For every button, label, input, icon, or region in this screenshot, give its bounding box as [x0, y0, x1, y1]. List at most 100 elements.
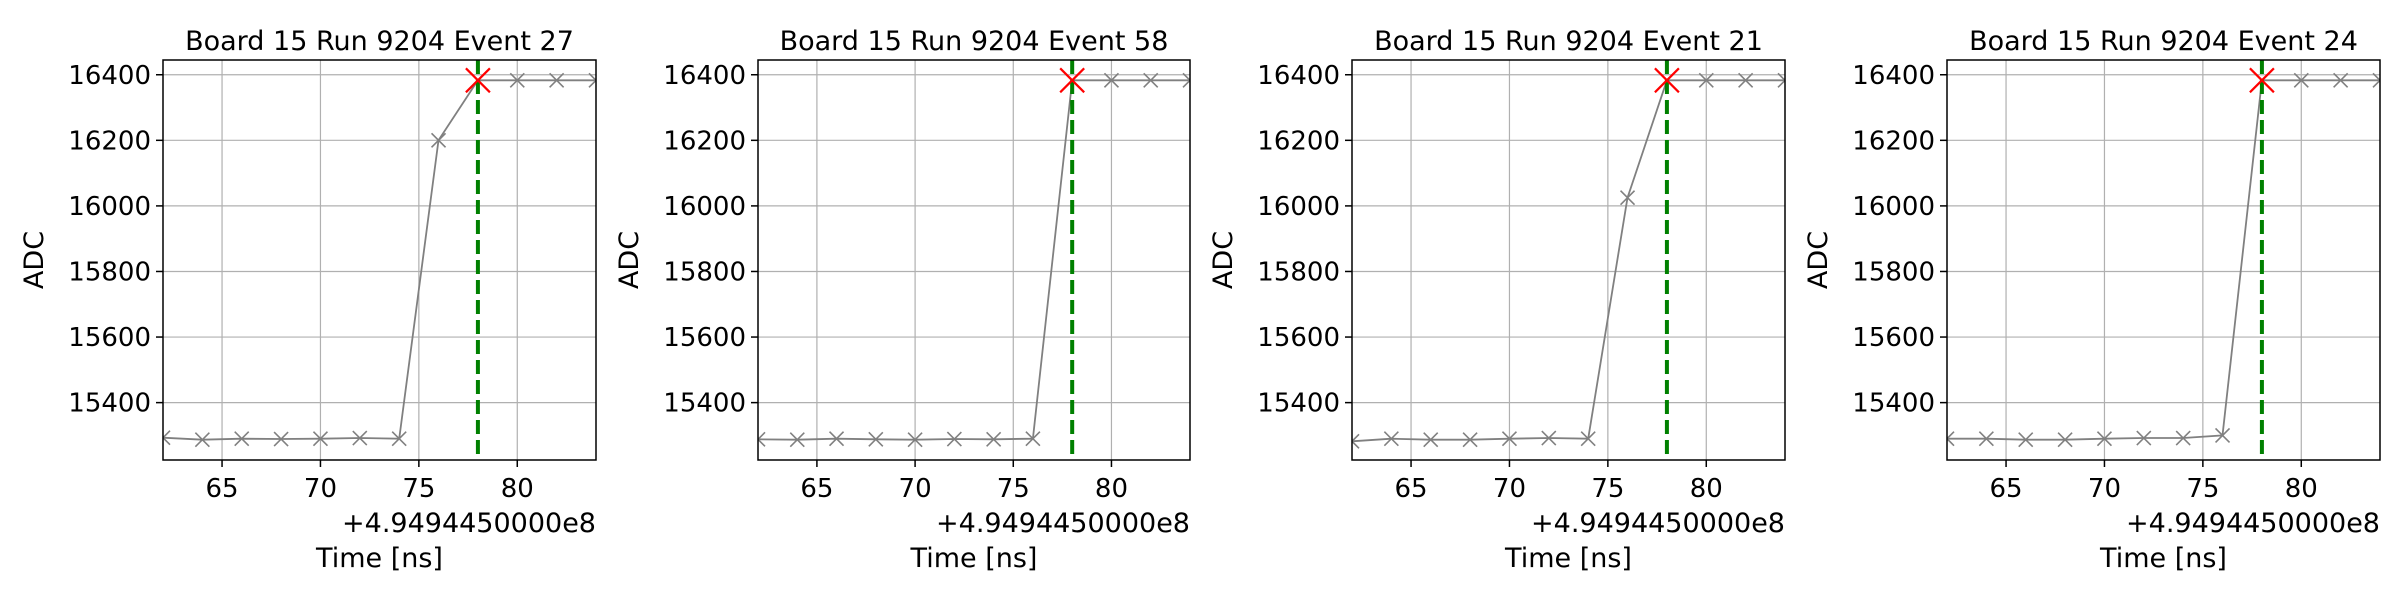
- y-tick-label: 16200: [68, 126, 151, 156]
- data-point-marker: [588, 72, 596, 88]
- x-tick-label: 65: [800, 474, 833, 504]
- data-point-marker: [907, 432, 923, 448]
- x-tick-label: 65: [1394, 474, 1427, 504]
- peak-marker: [1059, 67, 1085, 94]
- subplot-title: Board 15 Run 9204 Event 21: [1374, 26, 1763, 57]
- x-tick-label: 80: [1690, 474, 1723, 504]
- data-point-marker: [1423, 432, 1439, 448]
- axes-frame: [757, 59, 1191, 461]
- y-tick-label: 16400: [68, 61, 151, 91]
- x-tick-label: 75: [997, 474, 1030, 504]
- x-tick-label: 65: [205, 474, 238, 504]
- axes-frame: [162, 59, 597, 461]
- data-point-marker: [1103, 72, 1120, 88]
- y-tick-label: 15400: [1257, 389, 1340, 419]
- y-tick-label: 16000: [68, 192, 151, 222]
- x-tick-label: 75: [402, 474, 435, 504]
- data-point-marker: [549, 72, 565, 88]
- subplot-2: 65 70 75 80 15400 15600 15800 16000 16200 16400 Bo…: [614, 26, 1191, 574]
- plot-area: [758, 60, 1190, 460]
- data-point-marker: [2293, 72, 2309, 88]
- data-point-marker: [2214, 427, 2231, 443]
- series-line: [163, 79, 596, 441]
- peak-marker: [465, 67, 491, 94]
- x-axis-label: Time [ns]: [910, 543, 1038, 574]
- y-tick-label: 16400: [1852, 61, 1935, 91]
- x-offset-label: +4.9494450000e8: [1531, 508, 1785, 539]
- plot-area: [1352, 60, 1785, 460]
- y-tick-label: 16000: [1852, 192, 1935, 222]
- x-tick-label: 80: [2285, 474, 2318, 504]
- x-tick-label: 70: [2088, 474, 2121, 504]
- data-point-marker: [163, 430, 171, 446]
- data-point-marker: [868, 431, 884, 447]
- y-tick-label: 15400: [663, 389, 746, 419]
- plot-area: [163, 60, 596, 460]
- y-tick-label: 16200: [1257, 126, 1340, 156]
- y-axis-label: ADC: [1803, 231, 1834, 289]
- subplot-1: 65 70 75 80 15400 15600 15800 16000 16200 16400 Bo…: [19, 26, 597, 574]
- subplot-3: 65 70 75 80 15400 15600 15800 16000 16200 16400 Bo…: [1208, 26, 1786, 574]
- peak-marker: [1654, 67, 1680, 94]
- data-point-marker: [1698, 72, 1714, 88]
- data-point-marker: [430, 132, 447, 148]
- y-tick-label: 15400: [1852, 389, 1935, 419]
- y-tick-label: 15600: [1257, 323, 1340, 353]
- series-line: [1947, 79, 2380, 441]
- x-offset-label: +4.9494450000e8: [936, 508, 1190, 539]
- x-axis-label: Time [ns]: [2099, 543, 2227, 574]
- data-point-marker: [1383, 431, 1399, 447]
- data-point-marker: [1580, 431, 1596, 447]
- data-point-marker: [1619, 190, 1636, 206]
- data-point-marker: [2372, 72, 2380, 88]
- y-axis-label: ADC: [1208, 231, 1239, 289]
- data-point-marker: [1978, 431, 1994, 447]
- data-point-marker: [234, 431, 250, 447]
- data-point-marker: [1738, 72, 1754, 88]
- data-point-marker: [509, 72, 525, 88]
- x-tick-label: 80: [1095, 474, 1128, 504]
- data-point-marker: [1182, 72, 1190, 88]
- y-tick-label: 16200: [663, 126, 746, 156]
- data-point-marker: [1352, 433, 1360, 449]
- subplot-4: 65 70 75 80 15400 15600 15800 16000 16200 16400 Bo…: [1803, 26, 2381, 574]
- data-point-marker: [2175, 430, 2191, 446]
- x-tick-label: 80: [501, 474, 534, 504]
- data-point-marker: [1947, 431, 1955, 447]
- data-point-marker: [194, 432, 210, 448]
- x-tick-label: 65: [1989, 474, 2022, 504]
- series-line: [1352, 79, 1785, 443]
- y-tick-label: 16200: [1852, 126, 1935, 156]
- data-point-marker: [2136, 430, 2152, 446]
- data-point-marker: [312, 431, 329, 447]
- data-point-marker: [1777, 72, 1785, 88]
- y-tick-label: 16000: [1257, 192, 1340, 222]
- data-point-marker: [2018, 432, 2034, 448]
- subplot-title: Board 15 Run 9204 Event 27: [185, 26, 574, 57]
- data-point-marker: [1501, 431, 1518, 447]
- data-point-marker: [789, 432, 805, 448]
- y-tick-label: 15600: [1852, 323, 1935, 353]
- x-offset-label: +4.9494450000e8: [2126, 508, 2380, 539]
- subplot-title: Board 15 Run 9204 Event 24: [1969, 26, 2358, 57]
- data-point-marker: [2096, 431, 2113, 447]
- data-point-marker: [946, 431, 962, 447]
- axes-frame: [1351, 59, 1786, 461]
- x-tick-label: 70: [1493, 474, 1526, 504]
- series-line: [758, 79, 1190, 441]
- x-tick-label: 70: [304, 474, 337, 504]
- data-point-marker: [352, 430, 368, 446]
- data-point-marker: [2333, 72, 2349, 88]
- axes-frame: [1946, 59, 2381, 461]
- data-point-marker: [986, 431, 1002, 447]
- plot-area: [1947, 60, 2380, 460]
- x-axis-label: Time [ns]: [1504, 543, 1632, 574]
- y-axis-label: ADC: [614, 231, 645, 289]
- data-point-marker: [758, 431, 766, 447]
- y-tick-label: 15800: [1257, 257, 1340, 287]
- y-tick-label: 15800: [68, 257, 151, 287]
- y-tick-label: 15600: [663, 323, 746, 353]
- data-point-marker: [1462, 432, 1478, 448]
- y-tick-label: 16400: [663, 61, 746, 91]
